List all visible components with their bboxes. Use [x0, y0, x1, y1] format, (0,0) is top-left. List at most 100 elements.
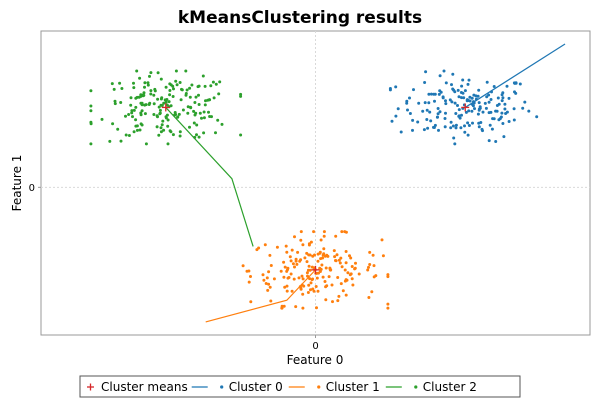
- cluster-0-point: [421, 109, 425, 113]
- cluster-1-point: [288, 255, 292, 259]
- cluster-1-point: [329, 268, 332, 272]
- cluster-0-point: [477, 101, 481, 105]
- cluster-0-point: [462, 96, 466, 100]
- cluster-2-point: [209, 84, 213, 88]
- legend-cluster-means-label: Cluster means: [101, 380, 188, 394]
- cluster-1-point: [332, 249, 336, 253]
- cluster-2-point: [166, 124, 170, 128]
- cluster-2-point: [139, 113, 143, 117]
- cluster-2-point: [100, 117, 104, 121]
- cluster-2-point: [135, 124, 139, 128]
- cluster-1-line: [205, 269, 316, 323]
- cluster-2-point: [152, 113, 156, 116]
- cluster-2-point: [134, 118, 138, 122]
- cluster-2-point: [143, 85, 146, 89]
- cluster-mean-marker: [161, 103, 170, 112]
- cluster-2-point: [186, 105, 190, 109]
- cluster-1-point: [300, 283, 304, 287]
- cluster-1-point: [275, 245, 279, 249]
- cluster-0-point: [425, 108, 429, 112]
- cluster-0-point: [408, 96, 411, 100]
- cluster-2-point: [175, 83, 179, 87]
- cluster-0-point: [470, 102, 474, 106]
- cluster-0-point: [453, 142, 457, 146]
- cluster-0-point: [500, 111, 504, 115]
- cluster-0-point: [427, 92, 431, 96]
- cluster-2-point: [148, 101, 152, 105]
- cluster-1-point: [335, 253, 339, 257]
- cluster-2-point: [113, 102, 117, 106]
- cluster-1-point: [344, 230, 348, 234]
- cluster-1-point: [344, 261, 348, 265]
- y-tick-label: 0: [29, 183, 35, 194]
- cluster-2-point: [193, 135, 197, 139]
- cluster-0-point: [497, 102, 501, 106]
- cluster-1-point: [334, 234, 338, 238]
- cluster-0-point: [436, 115, 439, 119]
- cluster-1-point: [318, 250, 322, 254]
- cluster-2-point: [144, 142, 148, 146]
- cluster-2-point: [149, 92, 153, 96]
- cluster-0-point: [507, 120, 511, 123]
- cluster-2-point: [202, 116, 206, 120]
- cluster-1-point: [247, 280, 251, 284]
- cluster-2-point: [197, 135, 201, 139]
- cluster-1-point: [305, 271, 309, 275]
- cluster-1-point: [268, 253, 272, 257]
- cluster-2-point: [188, 95, 192, 99]
- cluster-0-point: [501, 96, 505, 100]
- cluster-1-point: [338, 261, 342, 265]
- cluster-2-point: [142, 91, 146, 95]
- cluster-2-point: [159, 77, 163, 81]
- cluster-2-point: [218, 80, 222, 84]
- cluster-1-point: [372, 264, 376, 268]
- cluster-1-point: [311, 254, 315, 258]
- cluster-0-point: [480, 127, 484, 131]
- cluster-1-point: [366, 268, 370, 272]
- cluster-2-point: [203, 84, 207, 88]
- cluster-1-point: [308, 277, 312, 281]
- cluster-0-point: [436, 107, 440, 110]
- cluster-0-point: [460, 84, 464, 88]
- cluster-0-point: [428, 110, 432, 114]
- cluster-0-point: [491, 117, 495, 121]
- cluster-1-point: [293, 265, 296, 269]
- cluster-2-point: [174, 79, 178, 83]
- cluster-1-point: [353, 266, 357, 270]
- cluster-0-point: [454, 123, 458, 127]
- cluster-0-point: [499, 115, 503, 119]
- cluster-1-point: [307, 283, 311, 287]
- cluster-0-point: [427, 101, 431, 105]
- cluster-0-point: [450, 100, 454, 104]
- cluster-0-point: [396, 107, 400, 111]
- cluster-0-point: [483, 101, 487, 105]
- cluster-2-point: [217, 92, 221, 96]
- cluster-1-point: [307, 264, 311, 268]
- cluster-0-point: [424, 70, 428, 74]
- cluster-1-point: [319, 238, 323, 242]
- cluster-2-point: [168, 93, 172, 97]
- cluster-0-point: [429, 92, 433, 96]
- cluster-2-point: [130, 109, 134, 113]
- cluster-2-point: [155, 125, 159, 129]
- cluster-0-point: [535, 115, 539, 119]
- cluster-1-point: [300, 274, 304, 278]
- cluster-2-point: [184, 69, 188, 73]
- cluster-0-point: [416, 120, 420, 124]
- cluster-0-point: [472, 100, 475, 104]
- cluster-2-point: [89, 89, 93, 93]
- cluster-0-point: [488, 123, 492, 127]
- cluster-2-point: [134, 105, 138, 109]
- cluster-0-point: [394, 114, 398, 118]
- cluster-0-point: [461, 78, 465, 82]
- cluster-1-point: [324, 298, 328, 302]
- cluster-2-point: [203, 103, 207, 107]
- cluster-2-point: [185, 88, 189, 92]
- cluster-2-point: [110, 82, 114, 86]
- cluster-2-point: [239, 92, 243, 96]
- cluster-2-point: [152, 93, 156, 97]
- cluster-0-point: [463, 89, 467, 93]
- cluster-0-point: [479, 121, 483, 124]
- cluster-1-point: [295, 262, 299, 266]
- cluster-0-point: [422, 128, 426, 132]
